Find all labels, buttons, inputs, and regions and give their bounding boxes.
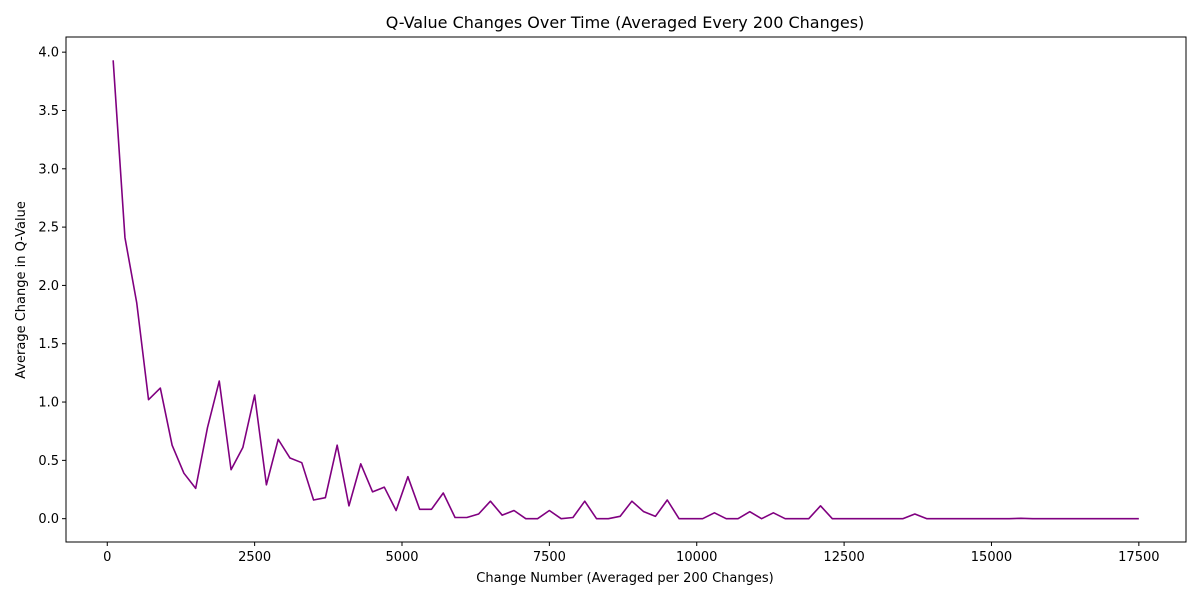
- series-line: [112, 60, 1139, 520]
- x-tick-label: 2500: [238, 550, 271, 565]
- x-axis-label: Change Number (Averaged per 200 Changes): [476, 571, 773, 586]
- x-axis-ticks: 0 2500 5000 7500 10000 12500 15000 17500: [103, 542, 1160, 565]
- y-tick-label: 3.0: [38, 162, 59, 177]
- chart-title: Q-Value Changes Over Time (Averaged Ever…: [386, 13, 865, 32]
- y-tick-label: 4.0: [38, 46, 59, 61]
- x-tick-label: 7500: [533, 550, 566, 565]
- y-tick-label: 0.5: [38, 454, 59, 469]
- y-tick-label: 0.0: [38, 512, 59, 527]
- x-tick-label: 0: [103, 550, 111, 565]
- y-tick-label: 1.5: [38, 337, 59, 352]
- x-tick-label: 15000: [971, 550, 1012, 565]
- x-tick-label: 17500: [1118, 550, 1159, 565]
- y-axis-ticks: 0.0 0.5 1.0 1.5 2.0 2.5 3.0 3.5 4.0: [38, 46, 66, 527]
- axes-frame: [65, 36, 1187, 543]
- y-tick-label: 3.5: [38, 104, 59, 119]
- y-axis-label: Average Change in Q-Value: [14, 201, 29, 379]
- x-tick-label: 5000: [385, 550, 418, 565]
- y-tick-label: 2.5: [38, 221, 59, 236]
- y-tick-label: 2.0: [38, 279, 59, 294]
- x-tick-label: 12500: [823, 550, 864, 565]
- x-tick-label: 10000: [676, 550, 717, 565]
- plot-area: [112, 60, 1139, 520]
- y-tick-label: 1.0: [38, 396, 59, 411]
